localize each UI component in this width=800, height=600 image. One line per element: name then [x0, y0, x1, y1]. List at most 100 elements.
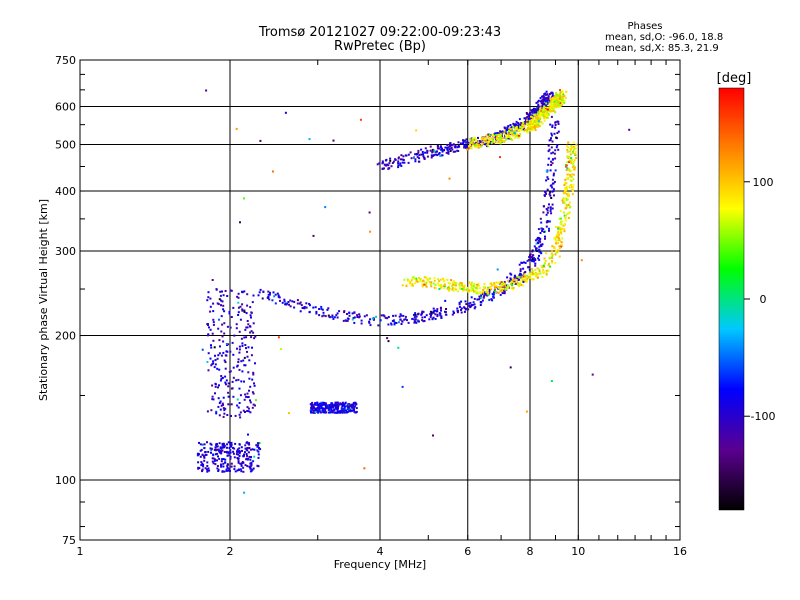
data-point: [353, 321, 356, 324]
data-point: [477, 282, 480, 285]
data-point: [461, 288, 464, 290]
data-point: [321, 408, 324, 411]
data-point: [513, 279, 516, 282]
data-point: [212, 310, 215, 313]
data-point: [221, 449, 224, 452]
data-point: [249, 399, 251, 402]
data-point: [320, 405, 323, 408]
data-point: [554, 124, 557, 126]
data-point: [266, 296, 269, 299]
data-point: [369, 318, 371, 321]
data-point: [424, 283, 427, 286]
data-point: [226, 443, 228, 446]
data-point: [492, 295, 495, 298]
data-point: [498, 132, 501, 135]
data-point: [557, 95, 560, 98]
data-point: [246, 350, 248, 353]
data-point: [346, 408, 349, 411]
data-point: [218, 451, 221, 454]
data-point: [537, 239, 540, 242]
data-point: [510, 273, 513, 276]
data-point: [502, 287, 505, 290]
data-point: [549, 194, 552, 197]
data-point: [422, 310, 425, 313]
data-point: [448, 285, 450, 288]
data-point: [444, 146, 447, 149]
data-point: [335, 407, 338, 409]
data-point: [224, 407, 227, 410]
data-point: [346, 405, 349, 408]
data-point: [559, 245, 562, 248]
data-point: [522, 279, 524, 282]
data-point: [215, 443, 218, 445]
data-point: [243, 491, 246, 494]
data-point: [535, 242, 538, 245]
data-point: [550, 104, 552, 107]
data-point: [474, 145, 476, 148]
data-point: [569, 147, 572, 150]
data-point: [430, 285, 433, 288]
data-point: [513, 126, 516, 129]
data-point: [321, 409, 324, 412]
data-point: [527, 258, 530, 261]
data-point: [541, 276, 544, 279]
data-point: [515, 125, 518, 128]
data-point: [322, 314, 325, 317]
data-point: [483, 287, 486, 289]
data-point: [201, 470, 203, 473]
data-point: [249, 314, 252, 317]
data-point: [248, 377, 251, 380]
data-point: [213, 346, 216, 349]
y-tick-label: 200: [55, 330, 76, 343]
data-point: [435, 153, 437, 156]
data-point: [207, 352, 210, 355]
data-point: [234, 414, 237, 417]
data-point: [321, 308, 324, 311]
data-point: [317, 404, 320, 407]
data-point: [414, 160, 417, 163]
data-point: [526, 121, 529, 124]
data-point: [501, 284, 504, 287]
data-point: [215, 410, 218, 413]
data-point: [415, 321, 418, 324]
data-point: [227, 403, 230, 406]
data-point: [348, 311, 351, 314]
data-point: [538, 268, 541, 271]
data-point: [314, 411, 317, 414]
data-point: [543, 110, 546, 113]
data-point: [206, 441, 208, 444]
phase-stats-heading: Phases: [627, 21, 663, 32]
data-point: [219, 446, 222, 449]
data-point: [549, 169, 552, 172]
data-point: [238, 452, 241, 455]
data-point: [459, 142, 462, 145]
data-point: [254, 335, 257, 338]
data-point: [212, 398, 215, 401]
data-point: [523, 117, 526, 120]
data-point: [540, 265, 543, 268]
data-point: [344, 319, 347, 322]
data-point: [545, 213, 548, 216]
data-point: [498, 134, 501, 137]
data-point: [313, 403, 316, 406]
data-point: [454, 281, 457, 284]
data-point: [221, 290, 223, 293]
data-point: [550, 102, 553, 105]
data-point: [469, 301, 472, 304]
data-point: [568, 206, 571, 209]
data-point: [380, 314, 383, 317]
data-point: [520, 127, 523, 129]
data-point: [212, 360, 215, 363]
data-point: [223, 310, 226, 313]
data-point: [209, 357, 212, 360]
data-point: [567, 146, 570, 149]
data-point: [210, 449, 213, 452]
data-point: [544, 93, 547, 96]
data-point: [341, 409, 344, 412]
data-point: [543, 99, 546, 102]
data-point: [399, 162, 402, 165]
data-point: [472, 142, 475, 145]
data-point: [236, 365, 239, 368]
data-point: [324, 410, 327, 412]
